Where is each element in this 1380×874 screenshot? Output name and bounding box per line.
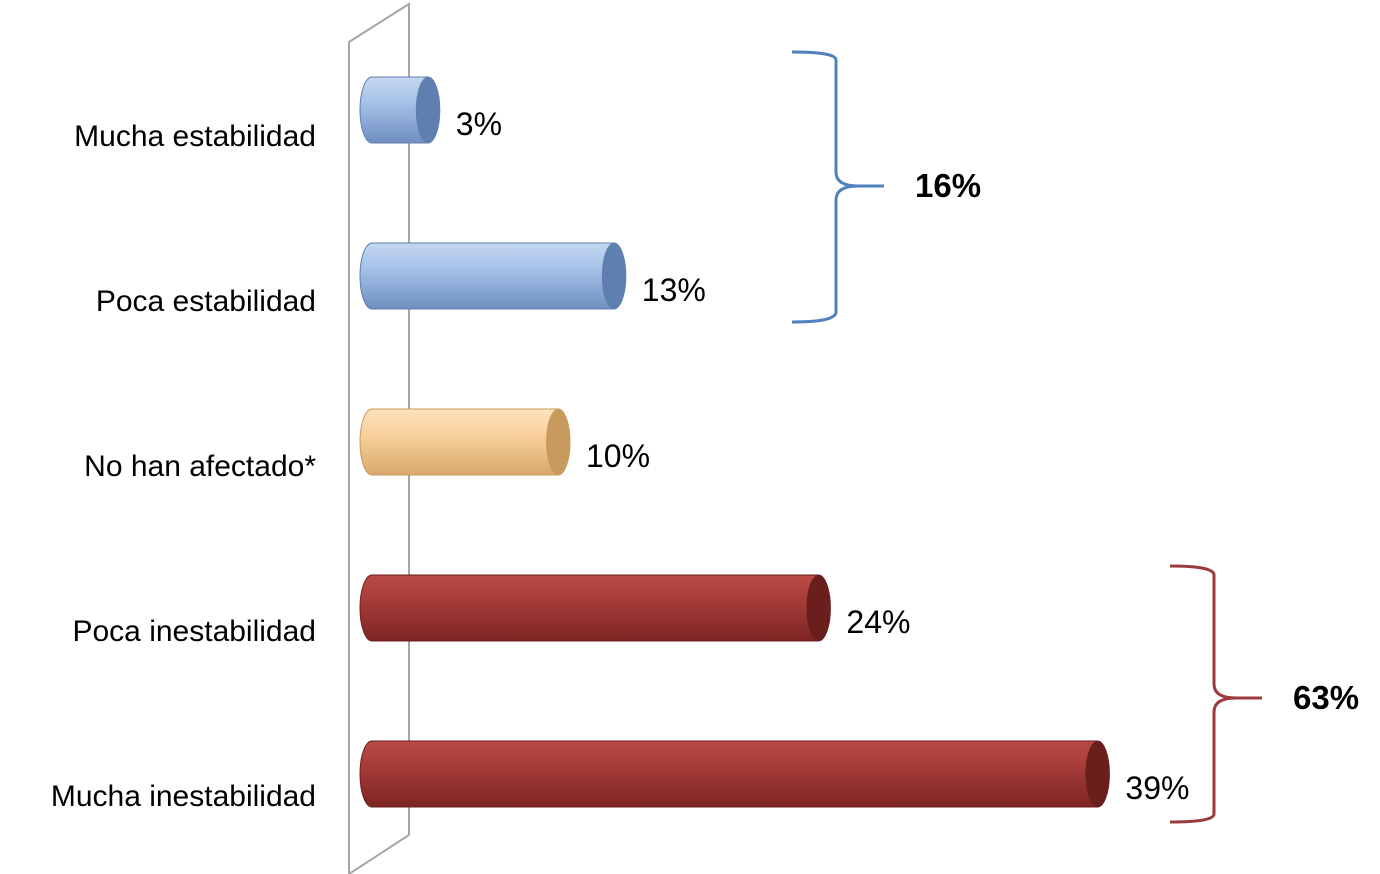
bar-end-cap (806, 575, 831, 641)
data-label: 24% (846, 604, 910, 640)
bar (359, 574, 831, 642)
bar-body (359, 740, 1110, 808)
axis-plane (348, 2, 410, 874)
group-total-stability: 16% (915, 167, 981, 204)
category-label: Mucha inestabilidad (51, 780, 316, 813)
bar-end-cap (546, 409, 570, 475)
data-label: 10% (586, 438, 650, 474)
category-label: No han afectado* (84, 450, 316, 483)
bar-end-cap (415, 77, 440, 143)
data-label: 3% (456, 106, 502, 142)
bar (359, 740, 1110, 808)
group-bracket-stability (791, 50, 884, 324)
bar-end-cap (1085, 741, 1110, 807)
data-label: 39% (1125, 770, 1189, 806)
bar-body (359, 242, 627, 310)
bar-body (359, 574, 831, 642)
bar-body (359, 408, 571, 476)
data-label: 13% (642, 272, 706, 308)
category-label: Mucha estabilidad (74, 120, 316, 153)
category-label: Poca inestabilidad (72, 615, 316, 648)
bars-layer (359, 76, 1110, 808)
bar (359, 242, 627, 310)
category-label: Poca estabilidad (96, 285, 316, 318)
bar (359, 408, 571, 476)
bar (359, 76, 441, 144)
group-bracket-instability (1169, 564, 1262, 824)
bar-end-cap (601, 243, 626, 309)
group-total-instability: 63% (1293, 679, 1359, 716)
